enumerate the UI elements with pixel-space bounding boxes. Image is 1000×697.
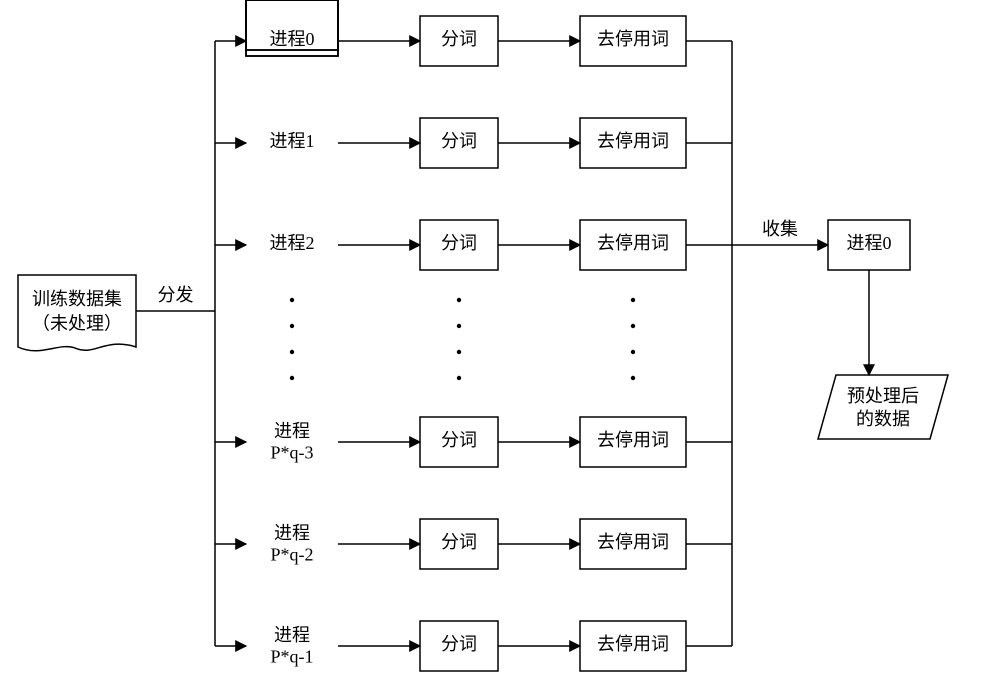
dots-1-3 [457, 376, 461, 380]
proc-label-4-2: P*q-2 [270, 544, 313, 564]
source-label-line1: 训练数据集 [32, 289, 122, 309]
proc-label-2: 进程2 [270, 233, 315, 253]
proc-label-5-2: P*q-1 [270, 646, 313, 666]
seg-label-5: 分词 [441, 634, 477, 654]
stop-label-4: 去停用词 [597, 532, 669, 552]
seg-label-2: 分词 [441, 233, 477, 253]
dots-2-1 [631, 324, 635, 328]
stop-label-1: 去停用词 [597, 131, 669, 151]
stop-label-2: 去停用词 [597, 233, 669, 253]
seg-label-3: 分词 [441, 430, 477, 450]
proc-label-3-2: P*q-3 [270, 442, 313, 462]
proc-label-0: 进程0 [270, 29, 315, 49]
seg-label-0: 分词 [441, 29, 477, 49]
proc-label-5-1: 进程 [274, 625, 310, 645]
collect-label: 收集 [762, 219, 798, 239]
proc-label-4-1: 进程 [274, 523, 310, 543]
distribute-label: 分发 [158, 285, 194, 305]
output-label-1: 预处理后 [847, 386, 919, 406]
output-label-2: 的数据 [856, 409, 910, 429]
source-label-line2: （未处理） [32, 314, 122, 334]
dots-2-3 [631, 376, 635, 380]
proc0-out-label: 进程0 [847, 233, 892, 253]
dots-1-1 [457, 324, 461, 328]
output-parallelogram [818, 375, 948, 439]
dots-0-1 [290, 324, 294, 328]
stop-label-5: 去停用词 [597, 634, 669, 654]
dots-0-2 [290, 350, 294, 354]
dots-2-0 [631, 298, 635, 302]
dots-0-3 [290, 376, 294, 380]
stop-label-3: 去停用词 [597, 430, 669, 450]
dots-1-0 [457, 298, 461, 302]
dots-0-0 [290, 298, 294, 302]
seg-label-1: 分词 [441, 131, 477, 151]
dots-2-2 [631, 350, 635, 354]
proc-label-3-1: 进程 [274, 421, 310, 441]
proc-label-1: 进程1 [270, 131, 315, 151]
seg-label-4: 分词 [441, 532, 477, 552]
stop-label-0: 去停用词 [597, 29, 669, 49]
dots-1-2 [457, 350, 461, 354]
